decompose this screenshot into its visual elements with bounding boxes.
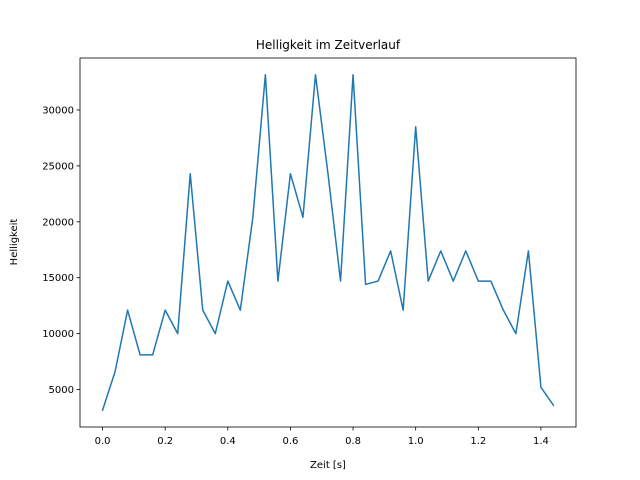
chart-title: Helligkeit im Zeitverlauf xyxy=(256,38,401,52)
x-tick-label: 0.4 xyxy=(220,436,236,447)
x-tick-label: 0.0 xyxy=(95,436,111,447)
x-tick-label: 0.6 xyxy=(282,436,298,447)
series-line xyxy=(101,74,555,412)
x-axis-ticks: 0.0 0.2 0.4 0.6 0.8 1.0 1.2 1.4 xyxy=(95,427,549,447)
y-tick-label: 5000 xyxy=(49,385,74,396)
y-axis-ticks: 5000 10000 15000 20000 25000 30000 xyxy=(42,105,80,396)
y-tick-label: 10000 xyxy=(42,329,74,340)
y-tick-label: 15000 xyxy=(42,273,74,284)
x-tick-label: 1.4 xyxy=(533,436,549,447)
plot-frame xyxy=(79,57,577,428)
y-axis-label: Helligkeit xyxy=(9,219,20,266)
x-tick-label: 1.2 xyxy=(470,436,486,447)
x-tick-label: 0.8 xyxy=(345,436,361,447)
y-tick-label: 25000 xyxy=(42,161,74,172)
x-tick-label: 0.2 xyxy=(157,436,173,447)
x-tick-label: 1.0 xyxy=(408,436,424,447)
y-tick-label: 20000 xyxy=(42,217,74,228)
x-axis-label: Zeit [s] xyxy=(310,460,346,471)
y-tick-label: 30000 xyxy=(42,105,74,116)
plot-area: 0.0 0.2 0.4 0.6 0.8 1.0 1.2 1.4 5000 10000 15000 2… xyxy=(42,57,577,447)
